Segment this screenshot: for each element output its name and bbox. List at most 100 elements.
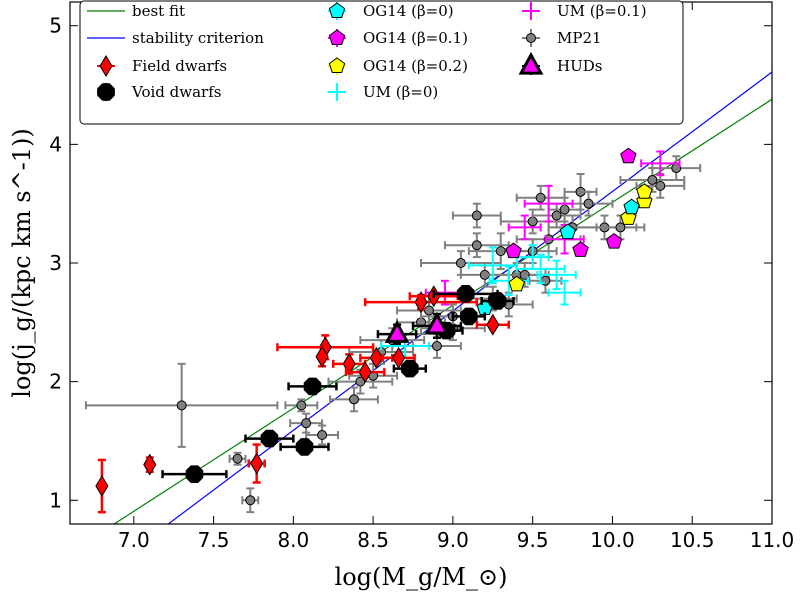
point-og14-0-1-0 [505, 242, 522, 259]
legend-errorbar-um-0 [328, 83, 346, 101]
series-void-dwarfs [161, 285, 515, 483]
point-huds-1 [424, 311, 450, 335]
legend-swatch-field-dwarfs [99, 55, 113, 77]
legend-swatch-og14-0-shape [328, 2, 346, 18]
point-mp21-3-shape [301, 418, 312, 429]
legend-item-um-0-1: UM (β=0.1) [522, 2, 647, 20]
point-mp21-4-shape [317, 430, 328, 441]
x-tick-label-1: 7.5 [198, 528, 230, 552]
point-og14-0-2-0 [508, 275, 525, 292]
point-field-dwarfs-7 [369, 346, 383, 369]
legend-item-void-dwarfs: Void dwarfs [97, 83, 221, 101]
legend-swatch-mp21 [526, 33, 536, 43]
point-og14-0-1-0-shape [505, 242, 522, 259]
point-mp21-6 [296, 400, 307, 411]
errorbar-um-0-1-3 [507, 214, 542, 241]
legend-swatch-void-dwarfs [97, 83, 115, 101]
axes: 7.0 7.5 8.0 8.5 9.0 9.5 10.0 10.5 11.0 1 2 3 4 5 log(M… [8, 1, 795, 591]
point-mp21-20 [495, 246, 506, 257]
x-tick-label-6: 10.0 [590, 528, 635, 552]
point-mp21-33-shape [615, 222, 626, 233]
legend-swatch-og14-0-1-shape [328, 29, 346, 45]
point-mp21-30-shape [575, 186, 586, 197]
point-mp21-2-shape [245, 495, 256, 506]
legend-swatch-og14-0-1 [328, 29, 346, 45]
legend-item-um-0: UM (β=0) [328, 83, 438, 101]
point-void-dwarfs-2 [295, 438, 314, 456]
point-mp21-17 [471, 210, 482, 221]
point-mp21-13 [431, 341, 442, 352]
errorbar-um-0-3 [536, 259, 577, 291]
point-void-dwarfs-1-shape [260, 429, 279, 448]
point-og14-0-1-3-shape [620, 147, 637, 164]
x-axis-title: log(M_g/M_⊙) [335, 563, 508, 591]
legend-swatch-og14-0 [328, 2, 346, 18]
point-void-dwarfs-0 [185, 465, 204, 483]
point-field-dwarfs-11 [486, 313, 500, 336]
point-void-dwarfs-8-shape [488, 292, 507, 310]
point-mp21-0 [176, 400, 187, 411]
series-um-0 [380, 244, 582, 359]
point-void-dwarfs-6-shape [456, 285, 475, 303]
point-og14-0-1-2 [605, 233, 623, 249]
legend-label-um-0-1: UM (β=0.1) [557, 2, 647, 20]
point-og14-0-2-0-shape [508, 275, 525, 292]
point-huds-0-shape [384, 320, 410, 343]
point-field-dwarfs-0-shape [95, 475, 109, 498]
point-field-dwarfs-4-shape [315, 345, 329, 368]
y-tick-label-4: 5 [49, 14, 62, 38]
series-field-dwarfs [95, 285, 510, 514]
point-field-dwarfs-2 [250, 452, 264, 475]
legend-label-og14-0-2: OG14 (β=0.2) [363, 57, 468, 75]
errorbar-um-0-0 [467, 246, 518, 285]
point-og14-0-1-3 [620, 147, 637, 164]
point-mp21-25-shape [535, 192, 546, 203]
point-mp21-27-shape [551, 210, 562, 221]
x-tick-label-7: 10.5 [670, 528, 715, 552]
x-tick-label-4: 9.0 [437, 528, 469, 552]
point-mp21-5-shape [348, 394, 359, 405]
y-tick-label-1: 2 [49, 370, 62, 394]
point-field-dwarfs-0 [95, 475, 109, 498]
point-mp21-15 [455, 258, 466, 268]
point-mp21-34-shape [647, 174, 658, 185]
point-huds-1-shape [424, 311, 450, 335]
point-void-dwarfs-4-shape [401, 359, 419, 378]
data-points [84, 147, 702, 514]
point-mp21-0-shape [176, 400, 187, 411]
legend-item-og14-0-1: OG14 (β=0.1) [328, 29, 468, 47]
point-mp21-33 [615, 222, 626, 233]
series-huds [376, 311, 463, 345]
point-mp21-12-shape [423, 305, 434, 316]
legend-label-huds: HUDs [557, 57, 602, 75]
point-mp21-12 [423, 305, 434, 316]
point-mp21-16 [471, 240, 482, 251]
point-field-dwarfs-6 [358, 361, 372, 384]
point-og14-0-1-2-shape [605, 233, 623, 249]
point-mp21-2 [245, 495, 256, 506]
legend-swatch-og14-0-2-shape [328, 57, 346, 73]
legend-item-huds: HUDs [518, 51, 602, 75]
point-void-dwarfs-1 [260, 429, 279, 448]
point-mp21-34 [647, 174, 658, 185]
point-og14-0-1-shape [559, 223, 576, 240]
point-void-dwarfs-7 [460, 307, 478, 326]
x-tick-label-8: 11.0 [750, 528, 795, 552]
legend-label-og14-0: OG14 (β=0) [363, 2, 454, 20]
point-og14-0-2-3 [636, 183, 653, 199]
point-mp21-31-shape [583, 198, 594, 209]
point-field-dwarfs-1-shape [143, 453, 157, 476]
legend: best fit stability criterion Field dwarfs V… [79, 0, 684, 125]
legend-swatch-og14-0-2 [328, 57, 346, 73]
legend-swatch-huds-shape [518, 51, 544, 75]
x-tick-label-2: 8.0 [277, 528, 309, 552]
point-field-dwarfs-4 [315, 345, 329, 368]
point-og14-0-2 [623, 198, 640, 215]
y-axis-title: log(j_g/(kpc km s^-1)) [8, 128, 36, 398]
legend-errorbar-um-0-1 [522, 2, 540, 20]
series-og14-0-1 [505, 147, 637, 259]
point-mp21-16-shape [471, 240, 482, 251]
point-og14-0-2-3-shape [636, 183, 653, 199]
point-mp21-20-shape [495, 246, 506, 257]
legend-item-stability-criterion: stability criterion [87, 29, 264, 47]
